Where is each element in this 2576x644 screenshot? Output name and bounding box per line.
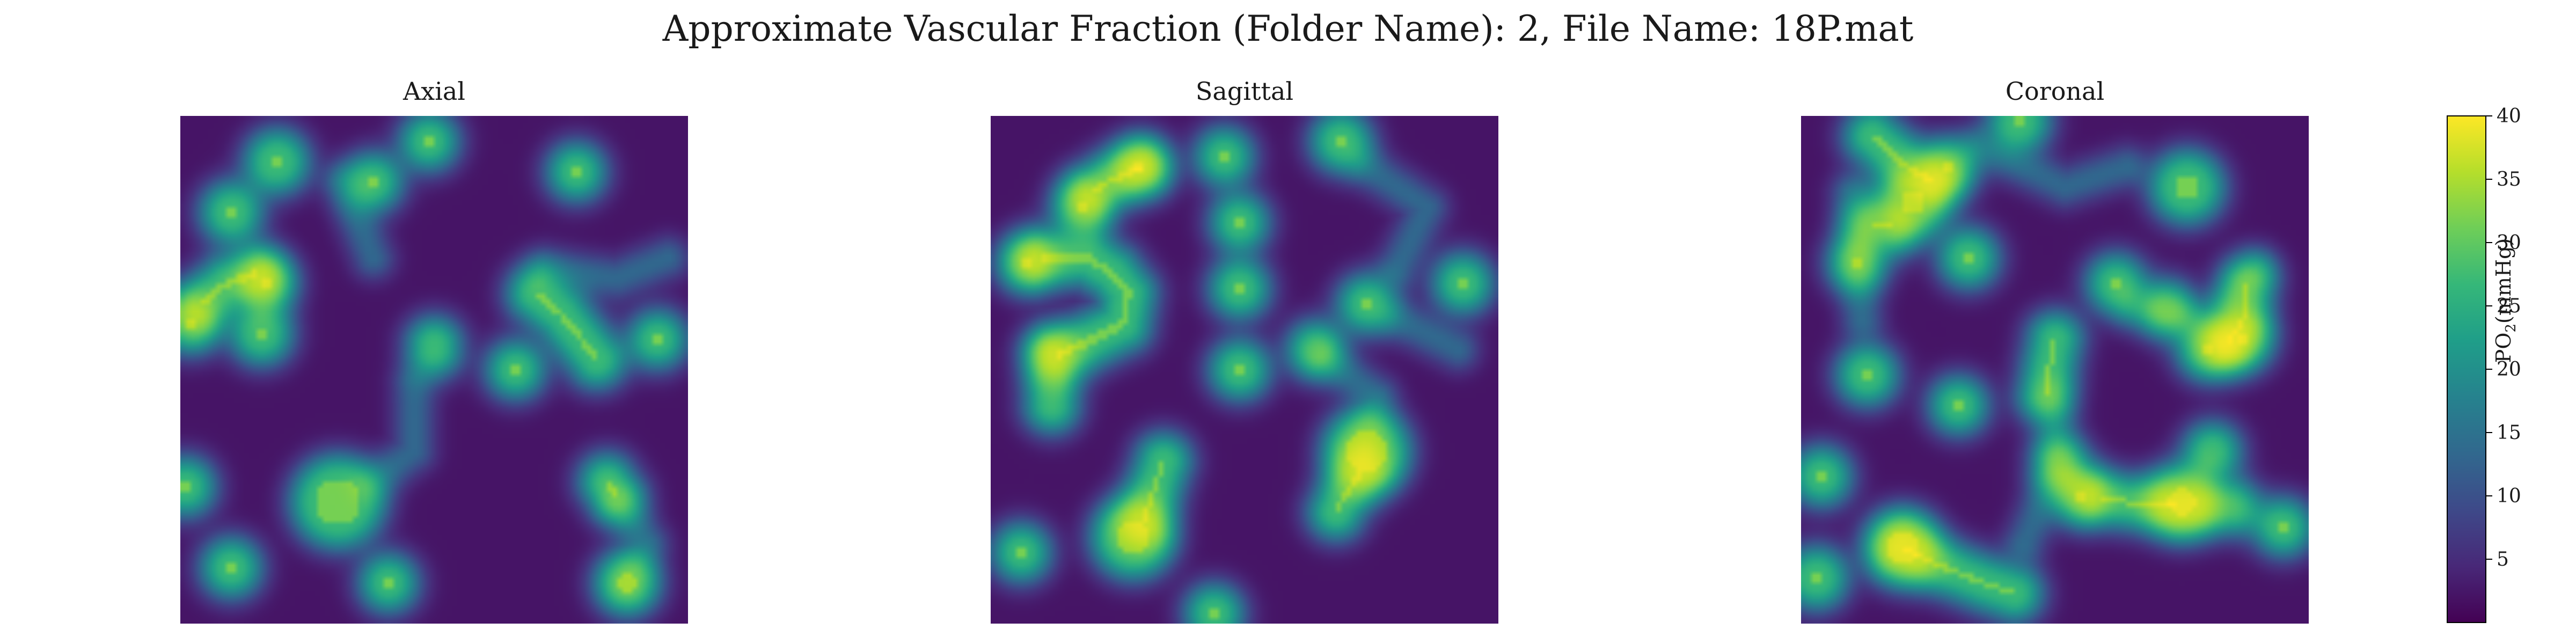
heatmap-coronal [1801, 116, 2309, 624]
colorbar-label-subscript: 2 [2502, 323, 2519, 333]
colorbar-tick-label: 15 [2497, 422, 2521, 444]
figure-suptitle: Approximate Vascular Fraction (Folder Na… [662, 8, 1914, 49]
heatmap-axial [180, 116, 688, 624]
heatmap-sagittal [991, 116, 1498, 624]
colorbar-tick-label: 10 [2497, 485, 2521, 507]
colorbar-tick-label: 5 [2497, 548, 2509, 570]
panel-title-coronal: Coronal [2005, 77, 2105, 106]
panel-title-axial: Axial [402, 77, 465, 106]
colorbar: 5 10 15 20 25 30 35 40 [2447, 105, 2521, 623]
colorbar-label-unit: (mmHg) [2492, 238, 2516, 324]
colorbar-tick-label: 25 [2497, 295, 2521, 317]
colorbar-tick-label: 30 [2497, 232, 2521, 254]
panel-title-sagittal: Sagittal [1195, 77, 1294, 106]
colorbar-tick-label: 35 [2497, 169, 2521, 191]
colorbar-gradient [2447, 115, 2486, 623]
colorbar-tick-label: 20 [2497, 358, 2521, 380]
colorbar-tick-label: 40 [2497, 105, 2521, 127]
colorbar-label-main: PO [2492, 332, 2516, 363]
